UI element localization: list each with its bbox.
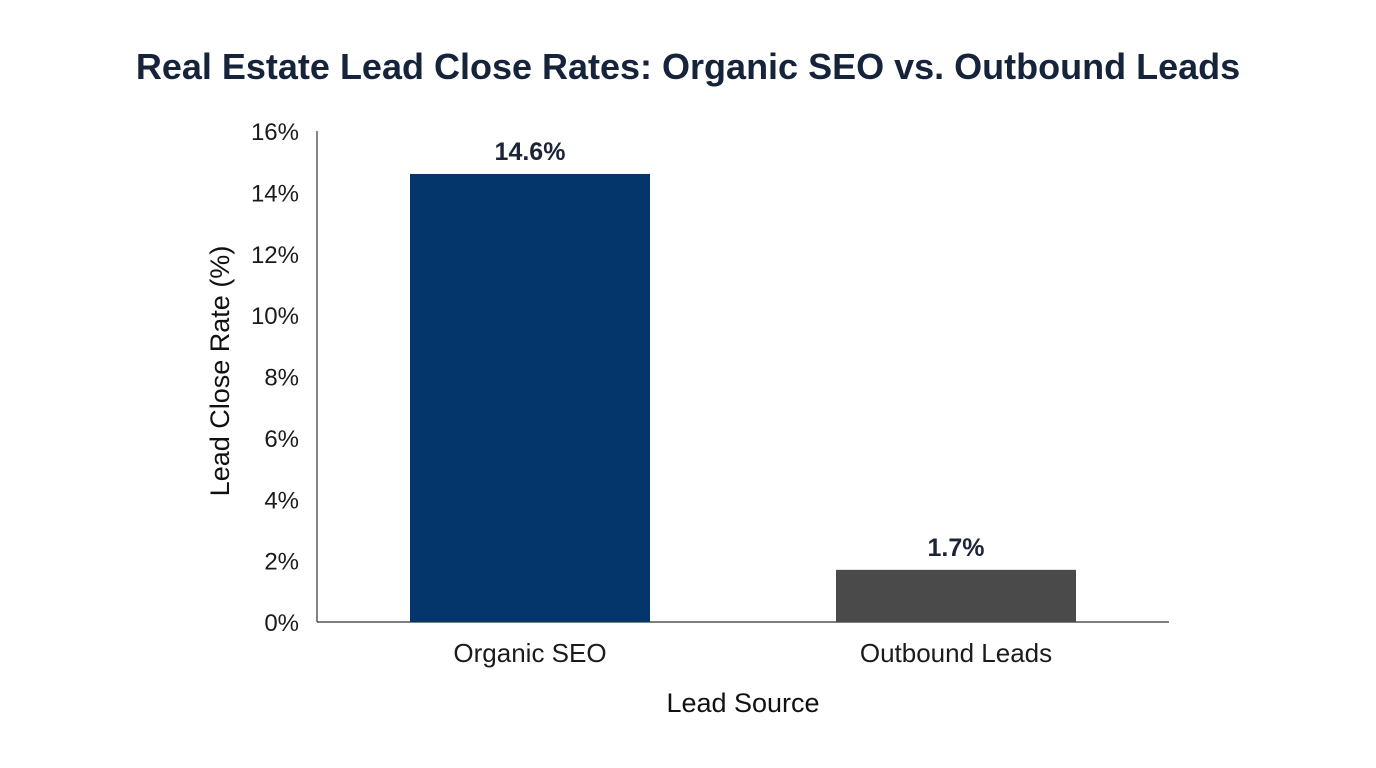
data-label: 1.7% [928,534,985,562]
y-tick-label: 0% [264,610,299,637]
y-tick-label: 16% [251,119,299,146]
y-tick-label: 14% [251,180,299,207]
bar-organic-seo [410,173,650,622]
y-tick-label: 4% [264,487,299,514]
y-tick-label: 10% [251,303,299,330]
x-axis-ticks: Organic SEO Outbound Leads [453,638,1052,668]
bar-outbound-leads [836,569,1076,622]
x-tick-label: Outbound Leads [860,638,1052,668]
chart-title: Real Estate Lead Close Rates: Organic SE… [136,46,1240,87]
x-axis-title: Lead Source [666,688,819,718]
y-tick-label: 8% [264,365,299,392]
y-tick-label: 6% [264,426,299,453]
y-axis-title: Lead Close Rate (%) [205,246,235,497]
x-tick-label: Organic SEO [453,638,606,668]
data-label: 14.6% [495,138,566,166]
data-labels-group: 14.6% 1.7% [495,138,985,562]
y-tick-label: 12% [251,242,299,269]
y-axis-ticks: 0% 2% 4% 6% 8% 10% 12% 14% 16% [251,119,299,637]
bars-group [410,173,1076,622]
y-tick-label: 2% [264,549,299,576]
